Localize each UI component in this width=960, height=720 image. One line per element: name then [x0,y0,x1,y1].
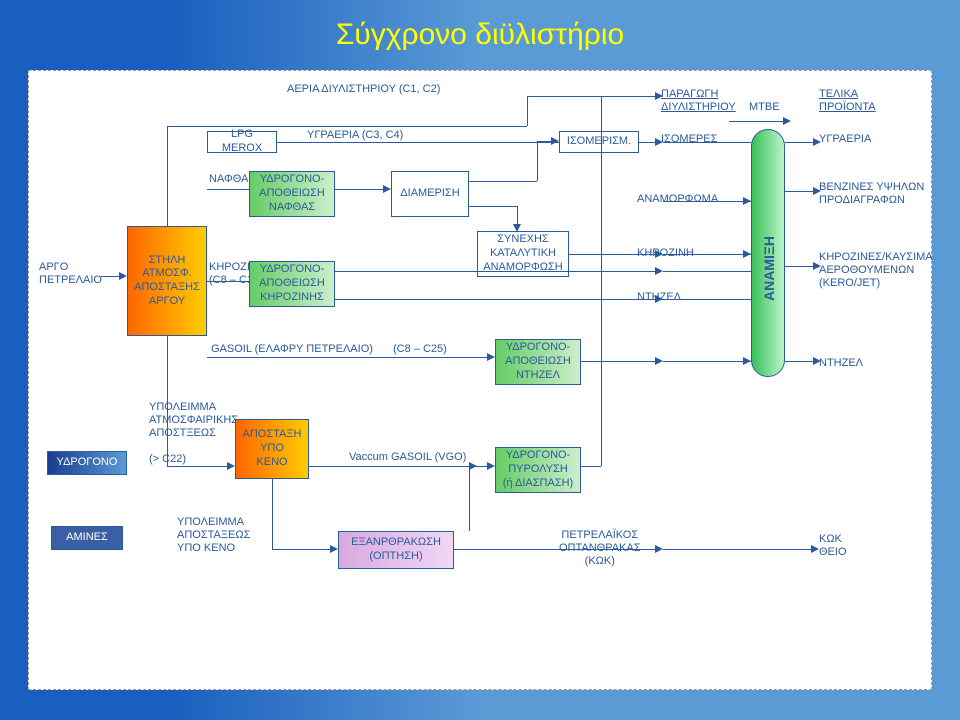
hydrogen-box: ΥΔΡΟΓΟΝΟ [47,451,127,475]
naphtha-hds-box: ΥΔΡΟΓΟΝΟ- ΑΠΟΘΕΙΩΣΗ ΝΑΦΘΑΣ [249,171,335,217]
petcoke-label: ΠΕΤΡΕΛΑΪΚΟΣ ΟΠΤΑΝΘΡΑΚΑΣ (ΚΩΚ) [559,529,641,569]
coker-box: ΕΞΑΝΡΘΡΑΚΩΣΗ (ΟΠΤΗΣΗ) [338,531,454,569]
atm-column-box: ΣΤΗΛΗ ΑΤΜΟΣΦ. ΑΠΟΣΤΑΞΗΣ ΑΡΓΟΥ [127,226,207,336]
diesel-out-label: ΝΤΗΖΕΛ [637,291,681,304]
lpg-final-label: ΥΓΡΑΕΡΙΑ [819,133,871,146]
final-products-label: ΤΕΛΙΚΑ ΠΡΟΪΟΝΤΑ [819,88,876,114]
hcr-box: ΥΔΡΟΓΟΝΟ- ΠΥΡΟΛΥΣΗ (ή ΔΙΑΣΠΑΣΗ) [495,447,581,493]
lpg-merox-box: LPG MEROX [207,131,277,153]
page-title: Σύγχρονο διϋλιστήριο [0,18,960,52]
crude-oil-label: ΑΡΓΟ ΠΕΤΡΕΛΑΙΟ [39,261,102,287]
wet-gases-label: ΥΓΡΑΕΡΙΑ (C3, C4) [307,129,403,142]
reformate-label: ΑΝΑΜΟΡΦΩΜΑ [637,193,718,206]
mtbe-label: MTBE [749,101,780,114]
gasoil-label: GASOIL (ΕΛΑΦΡΥ ΠΕΤΡΕΛΑΙΟ) [211,343,373,356]
kero-jet-label: ΚΗΡΟΖΙΝΕΣ/ΚΑΥΣΙΜΑ ΑΕΡΟΘΟΥΜΕΝΩΝ (KERO/JET… [819,251,933,291]
diagram-canvas: ΑΡΓΟ ΠΕΤΡΕΛΑΙΟ ΣΤΗΛΗ ΑΤΜΟΣΦ. ΑΠΟΣΤΑΞΗΣ Α… [28,70,932,690]
mogas-label: ΒΕΝΖΙΝΕΣ ΥΨΗΛΩΝ ΠΡΟΔΙΑΓΡΑΦΩΝ [819,181,924,207]
refinery-gases-label: ΑΕΡΙΑ ΔΙΥΛΙΣΤΗΡΙΟΥ (C1, C2) [287,83,440,96]
kero-hds-box: ΥΔΡΟΓΟΝΟ- ΑΠΟΘΕΙΩΣΗ ΚΗΡΟΖΙΝΗΣ [249,261,335,307]
amines-box: ΑΜΙΝΕΣ [51,526,123,550]
vac-residue-label: ΥΠΟΛΕΙΜΜΑ ΑΠΟΣΤΑΞΕΩΣ ΥΠΟ ΚΕΝΟ [177,516,250,556]
atm-residue-label: ΥΠΟΛΕΙΜΜΑ ΑΤΜΟΣΦΑΙΡΙΚΗΣ ΑΠΟΣΤΞΕΩΣ [149,401,238,441]
refinery-production-label: ΠΑΡΑΓΩΓΗ ΔΙΥΛΙΣΤΗΡΙΟΥ [661,88,736,114]
diesel-hds-box: ΥΔΡΟΓΟΝΟ- ΑΠΟΘΕΙΩΣΗ ΝΤΗΖΕΛ [495,339,581,385]
isomerism-box: ΙΣΟΜΕΡΙΣΜ. [559,131,639,153]
vac-dist-box: ΑΠΟΣΤΑΞΗ ΥΠΟ ΚΕΝΟ [235,419,309,479]
naphtha-label: ΝΑΦΘΑ [209,173,248,186]
isomeres-label: ΙΣΟΜΕΡΕΣ [661,133,717,146]
c8-c25-label: (C8 – C25) [393,343,447,356]
blending-label: ΑΝΑΜΙΞΗ [761,236,777,301]
splitter-box: ΔΙΑΜΕΡΙΣΗ [391,171,469,217]
diesel-final-label: ΝΤΗΖΕΛ [819,357,863,370]
coke-sulfur-label: ΚΩΚ ΘΕΙΟ [819,533,847,559]
vgo-label: Vaccum GASOIL (VGO) [349,451,466,464]
